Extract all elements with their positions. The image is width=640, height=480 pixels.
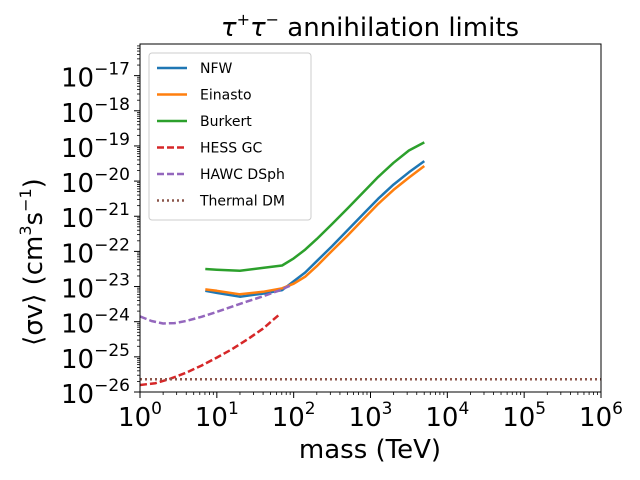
legend-label: Thermal DM (199, 194, 285, 210)
x-tick-label: 106 (579, 399, 623, 433)
y-tick-label: 10−17 (61, 60, 130, 94)
title-sup-1: + (237, 10, 250, 29)
y-tick-label: 10−19 (61, 130, 130, 164)
x-tick-label: 102 (272, 399, 316, 433)
legend-label: Burkert (200, 114, 252, 130)
legend-label: HESS GC (200, 141, 262, 157)
x-tick-label: 105 (502, 399, 546, 433)
series-line-hawc-dsph (140, 284, 291, 325)
ylabel-part-c: ) (19, 178, 49, 188)
y-tick-label: 10−21 (61, 200, 130, 234)
series-group (140, 141, 601, 387)
title-sup-2: − (266, 10, 279, 29)
y-tick-label: 10−20 (61, 165, 130, 199)
y-tick-label: 10−22 (61, 235, 130, 269)
legend-box (148, 52, 312, 221)
y-tick-label: 10−26 (61, 376, 130, 410)
title-tau-1: τ (221, 13, 237, 43)
x-tick-label: 100 (118, 399, 162, 433)
plot-area: 100 101 102 103 104 105 10610−2610−2510−2410−2… (61, 43, 623, 433)
y-tick-label: 10−25 (61, 341, 130, 375)
title-tau-2: τ (250, 13, 266, 43)
ylabel-part-a: ⟨σv⟩ (cm (19, 236, 49, 346)
title-tail: annihilation limits (279, 13, 519, 43)
series-line-nfw (205, 160, 426, 298)
x-tick-label: 101 (195, 399, 239, 433)
series-line-hess-gc (140, 314, 280, 387)
series-line-einasto (205, 165, 426, 296)
y-tick-label: 10−23 (61, 271, 130, 305)
x-tick-label: 103 (349, 399, 393, 433)
y-tick-label: 10−24 (61, 306, 130, 340)
y-tick-label: 10−18 (61, 95, 130, 129)
legend-label: HAWC DSph (200, 167, 285, 183)
ylabel-sup-1: 3 (16, 225, 35, 235)
y-axis-label: ⟨σv⟩ (cm3s−1) (16, 178, 49, 346)
series-line-burkert (205, 141, 425, 272)
ylabel-sup-2: −1 (16, 188, 35, 212)
legend-label: Einasto (200, 88, 252, 104)
x-axis-label: mass (TeV) (299, 435, 441, 465)
x-tick-label: 104 (425, 399, 469, 433)
ylabel-part-b: s (19, 212, 49, 226)
legend-label: NFW (200, 61, 233, 77)
chart-title: τ+τ− annihilation limits (221, 10, 519, 43)
